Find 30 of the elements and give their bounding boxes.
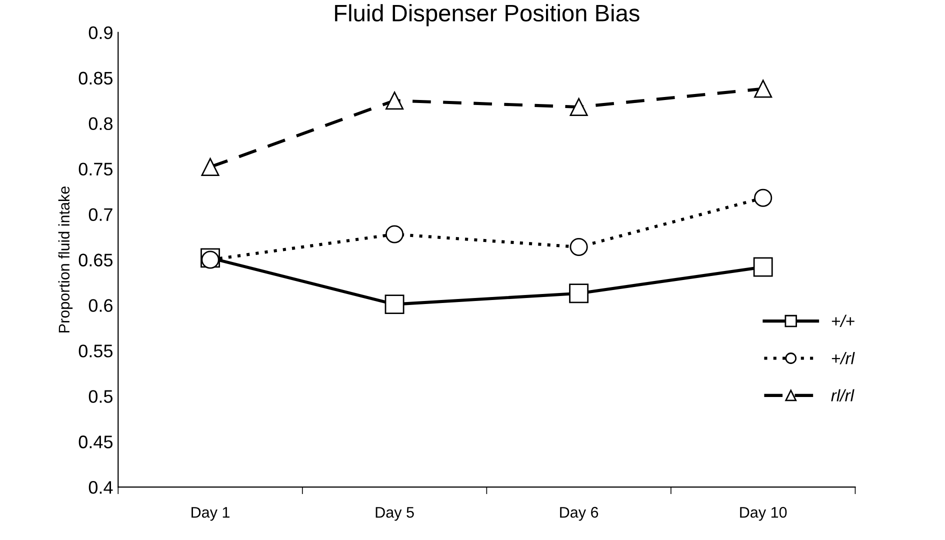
point	[384, 294, 404, 314]
x-tick-label: Day 5	[376, 507, 414, 521]
y-axis-title: Proportion fluid intake	[58, 186, 73, 332]
x-tick-label: Day 6	[560, 506, 598, 521]
y-tick-label: 0.45	[78, 436, 113, 448]
y-tick-label: 0.6	[88, 299, 112, 312]
y-tick-label: 0.9	[88, 26, 112, 40]
point	[570, 238, 588, 256]
point	[386, 92, 404, 110]
point	[754, 80, 772, 98]
y-tick-label: 0.4	[88, 481, 113, 494]
point	[201, 158, 220, 176]
chart-title: Fluid Dispenser Position Bias	[335, 4, 640, 26]
y-tick-label: 0.85	[78, 72, 113, 85]
point	[386, 225, 404, 244]
legend-label: +/+	[832, 314, 854, 328]
x-tick-label: Day 1	[192, 507, 230, 521]
point	[754, 188, 772, 207]
legend-label: +/rl	[832, 352, 855, 364]
y-tick-label: 0.7	[88, 208, 112, 221]
point	[569, 284, 589, 304]
y-tick-label: 0.5	[88, 390, 113, 403]
point	[570, 98, 588, 116]
y-tick-label: 0.75	[78, 162, 113, 176]
legend-label: rl/rl	[831, 389, 854, 402]
y-tick-label: 0.65	[78, 254, 113, 266]
x-tick-label: Day 10	[740, 506, 787, 521]
y-tick-label: 0.55	[78, 344, 113, 358]
y-tick-label: 0.8	[88, 117, 112, 130]
point	[753, 257, 773, 277]
